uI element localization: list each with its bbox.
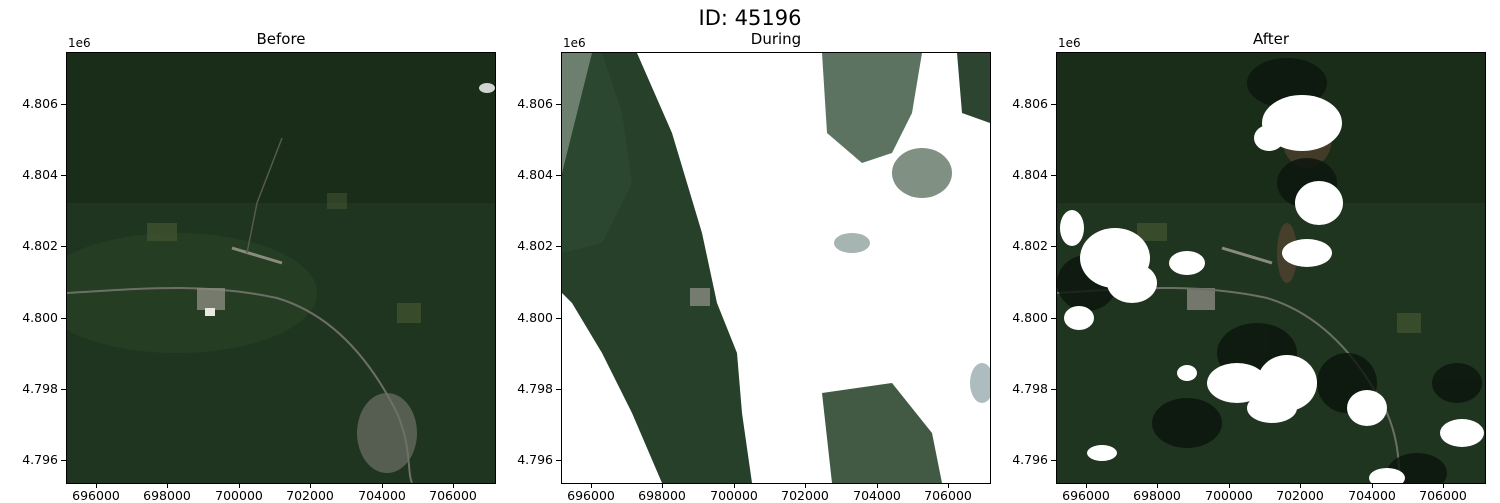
- x-tick-label: 704000: [853, 488, 901, 503]
- x-tick-label: 706000: [1419, 488, 1467, 503]
- x-tick-mark: [310, 483, 311, 488]
- x-tick-mark: [877, 483, 878, 488]
- figure-title: ID: 45196: [698, 6, 802, 30]
- x-tick-mark: [167, 483, 168, 488]
- panel-title: Before: [256, 30, 306, 48]
- y-tick-label: 4.806: [1012, 96, 1048, 111]
- x-tick-label: 702000: [286, 488, 334, 503]
- x-tick-mark: [1086, 483, 1087, 488]
- x-tick-label: 704000: [358, 488, 406, 503]
- y-tick-mark: [1051, 246, 1056, 247]
- y-tick-label: 4.804: [22, 167, 58, 182]
- x-tick-mark: [1300, 483, 1301, 488]
- y-tick-label: 4.804: [1012, 167, 1048, 182]
- panel-title: During: [750, 30, 802, 48]
- x-tick-label: 706000: [429, 488, 477, 503]
- y-tick-mark: [556, 460, 561, 461]
- y-tick-mark: [61, 175, 66, 176]
- y-tick-label: 4.796: [517, 452, 553, 467]
- x-tick-label: 698000: [1133, 488, 1181, 503]
- x-tick-mark: [1157, 483, 1158, 488]
- panel-before: Before 1e6 4.806 4.804 4.802 4.800 4.798 4.79…: [22, 0, 496, 503]
- x-tick-mark: [948, 483, 949, 488]
- satellite-image-before: [66, 52, 496, 484]
- y-tick-label: 4.796: [22, 452, 58, 467]
- y-tick-label: 4.798: [517, 381, 553, 396]
- y-tick-label: 4.800: [517, 310, 553, 325]
- x-tick-label: 698000: [638, 488, 686, 503]
- y-tick-label: 4.802: [1012, 238, 1048, 253]
- y-tick-label: 4.806: [517, 96, 553, 111]
- y-tick-mark: [556, 318, 561, 319]
- y-tick-mark: [556, 175, 561, 176]
- y-tick-label: 4.798: [1012, 381, 1048, 396]
- x-tick-label: 696000: [567, 488, 615, 503]
- x-tick-mark: [1372, 483, 1373, 488]
- y-exponent-label: 1e6: [563, 36, 586, 50]
- x-tick-label: 700000: [1205, 488, 1253, 503]
- x-tick-mark: [662, 483, 663, 488]
- x-tick-label: 696000: [1062, 488, 1110, 503]
- y-tick-mark: [61, 389, 66, 390]
- y-tick-label: 4.800: [22, 310, 58, 325]
- y-tick-label: 4.804: [517, 167, 553, 182]
- y-tick-mark: [556, 389, 561, 390]
- y-tick-label: 4.802: [22, 238, 58, 253]
- y-tick-mark: [61, 460, 66, 461]
- x-tick-label: 698000: [143, 488, 191, 503]
- x-tick-label: 702000: [781, 488, 829, 503]
- satellite-image-after: [1056, 52, 1486, 484]
- x-tick-label: 700000: [710, 488, 758, 503]
- x-tick-label: 700000: [215, 488, 263, 503]
- x-tick-mark: [453, 483, 454, 488]
- y-tick-mark: [1051, 460, 1056, 461]
- x-tick-mark: [96, 483, 97, 488]
- y-tick-label: 4.806: [22, 96, 58, 111]
- x-tick-label: 702000: [1276, 488, 1324, 503]
- x-tick-mark: [382, 483, 383, 488]
- panel-title: After: [1252, 30, 1290, 48]
- y-tick-label: 4.798: [22, 381, 58, 396]
- y-tick-mark: [1051, 104, 1056, 105]
- satellite-image-during: [561, 52, 991, 484]
- x-tick-mark: [591, 483, 592, 488]
- x-tick-label: 696000: [72, 488, 120, 503]
- x-tick-mark: [1229, 483, 1230, 488]
- y-tick-mark: [1051, 389, 1056, 390]
- y-tick-label: 4.802: [517, 238, 553, 253]
- y-tick-label: 4.800: [1012, 310, 1048, 325]
- y-tick-mark: [1051, 318, 1056, 319]
- x-tick-label: 704000: [1348, 488, 1396, 503]
- y-tick-label: 4.796: [1012, 452, 1048, 467]
- y-tick-mark: [61, 104, 66, 105]
- x-tick-mark: [734, 483, 735, 488]
- y-tick-mark: [556, 104, 561, 105]
- panel-after: After 1e6: [1012, 0, 1486, 503]
- y-tick-mark: [1051, 175, 1056, 176]
- x-tick-mark: [805, 483, 806, 488]
- x-tick-mark: [1443, 483, 1444, 488]
- y-exponent-label: 1e6: [1058, 36, 1081, 50]
- y-tick-mark: [556, 246, 561, 247]
- y-tick-mark: [61, 246, 66, 247]
- y-tick-mark: [61, 318, 66, 319]
- panel-during: During 1e6 4.806 4.804 4.802 4.800 4.798 4.79…: [517, 0, 991, 503]
- x-tick-mark: [239, 483, 240, 488]
- y-exponent-label: 1e6: [68, 36, 91, 50]
- x-tick-label: 706000: [924, 488, 972, 503]
